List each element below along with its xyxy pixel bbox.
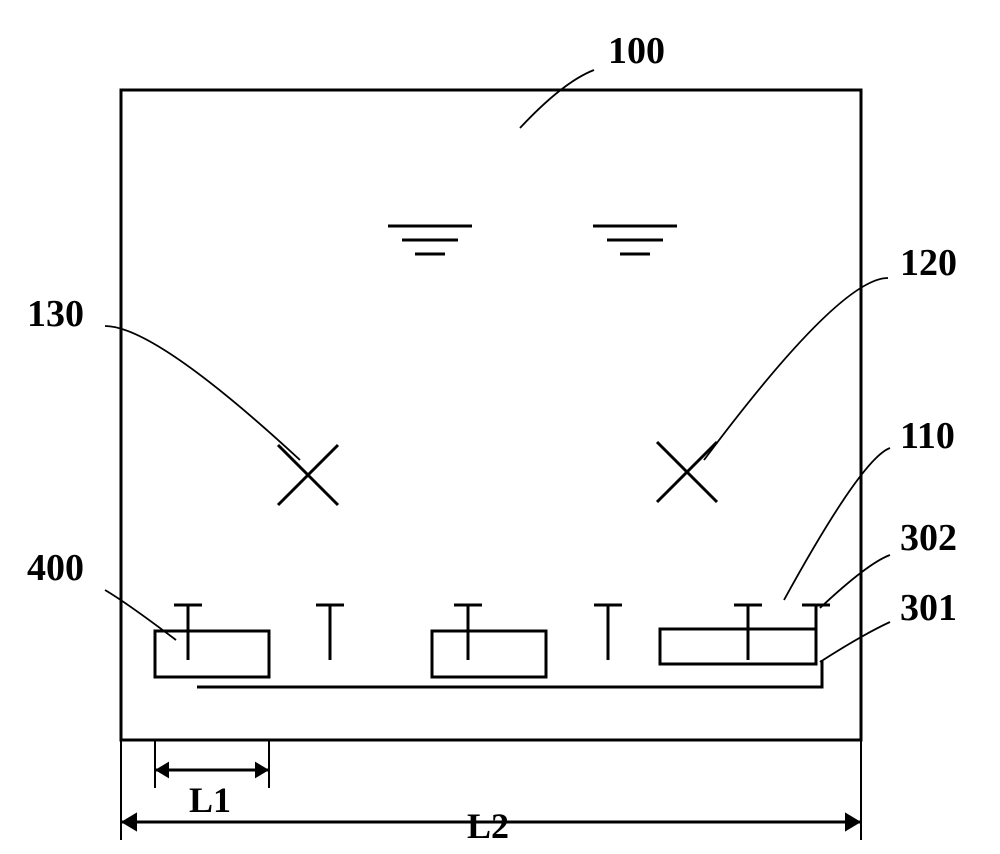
callout-label: 110 <box>900 415 955 457</box>
callout-leader <box>105 326 300 460</box>
arrow-head-icon <box>845 812 861 831</box>
arrow-head-icon <box>155 762 169 779</box>
callout-leader <box>784 448 890 600</box>
callout-label: 301 <box>900 587 957 629</box>
callout-label: 400 <box>27 547 84 589</box>
callout-label: 130 <box>27 293 84 335</box>
dim-l2-label: L2 <box>467 806 509 846</box>
callout-leader <box>105 590 176 640</box>
arrow-head-icon <box>121 812 137 831</box>
callout-label: 100 <box>608 30 665 72</box>
callout-leader <box>820 555 890 608</box>
callout-label: 120 <box>900 242 957 284</box>
dim-l1-label: L1 <box>189 780 231 820</box>
callout-leader <box>520 70 594 128</box>
callout-label: 302 <box>900 517 957 559</box>
module-rect <box>660 629 816 664</box>
outer-box <box>121 90 861 740</box>
module-rect <box>432 631 546 677</box>
callout-leader <box>820 622 890 662</box>
arrow-head-icon <box>255 762 269 779</box>
